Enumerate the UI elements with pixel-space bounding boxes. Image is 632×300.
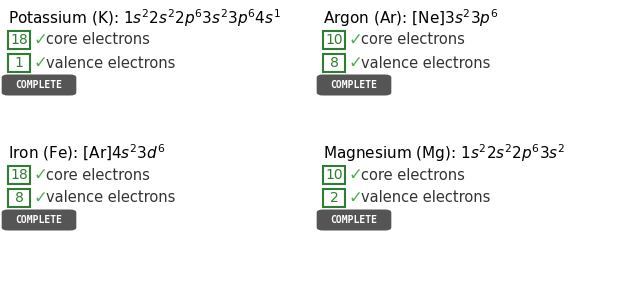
Text: valence electrons: valence electrons — [361, 56, 490, 70]
Text: 18: 18 — [10, 33, 28, 47]
Text: ✓: ✓ — [34, 31, 48, 49]
Text: 18: 18 — [10, 168, 28, 182]
Text: COMPLETE: COMPLETE — [16, 80, 63, 90]
Text: core electrons: core electrons — [46, 32, 150, 47]
Text: ✓: ✓ — [349, 166, 363, 184]
Text: Magnesium (Mg): $1s^22s^22p^63s^2$: Magnesium (Mg): $1s^22s^22p^63s^2$ — [323, 142, 565, 164]
Text: core electrons: core electrons — [361, 167, 465, 182]
Text: COMPLETE: COMPLETE — [331, 215, 377, 225]
Text: 10: 10 — [325, 33, 343, 47]
Text: Argon (Ar): [Ne]$3s^23p^6$: Argon (Ar): [Ne]$3s^23p^6$ — [323, 7, 499, 29]
Text: COMPLETE: COMPLETE — [16, 215, 63, 225]
Text: core electrons: core electrons — [46, 167, 150, 182]
Text: Potassium (K): $1s^22s^22p^63s^23p^64s^1$: Potassium (K): $1s^22s^22p^63s^23p^64s^1… — [8, 7, 281, 29]
Text: 2: 2 — [330, 191, 338, 205]
Text: COMPLETE: COMPLETE — [331, 80, 377, 90]
Text: ✓: ✓ — [34, 166, 48, 184]
Text: ✓: ✓ — [34, 54, 48, 72]
Text: 8: 8 — [329, 56, 339, 70]
Text: 10: 10 — [325, 168, 343, 182]
Text: core electrons: core electrons — [361, 32, 465, 47]
Text: valence electrons: valence electrons — [361, 190, 490, 206]
Text: ✓: ✓ — [349, 54, 363, 72]
Text: ✓: ✓ — [349, 189, 363, 207]
Text: valence electrons: valence electrons — [46, 190, 175, 206]
Text: valence electrons: valence electrons — [46, 56, 175, 70]
Text: ✓: ✓ — [34, 189, 48, 207]
Text: 8: 8 — [15, 191, 23, 205]
Text: 1: 1 — [15, 56, 23, 70]
Text: ✓: ✓ — [349, 31, 363, 49]
Text: Iron (Fe): [Ar]$4s^23d^6$: Iron (Fe): [Ar]$4s^23d^6$ — [8, 143, 166, 163]
